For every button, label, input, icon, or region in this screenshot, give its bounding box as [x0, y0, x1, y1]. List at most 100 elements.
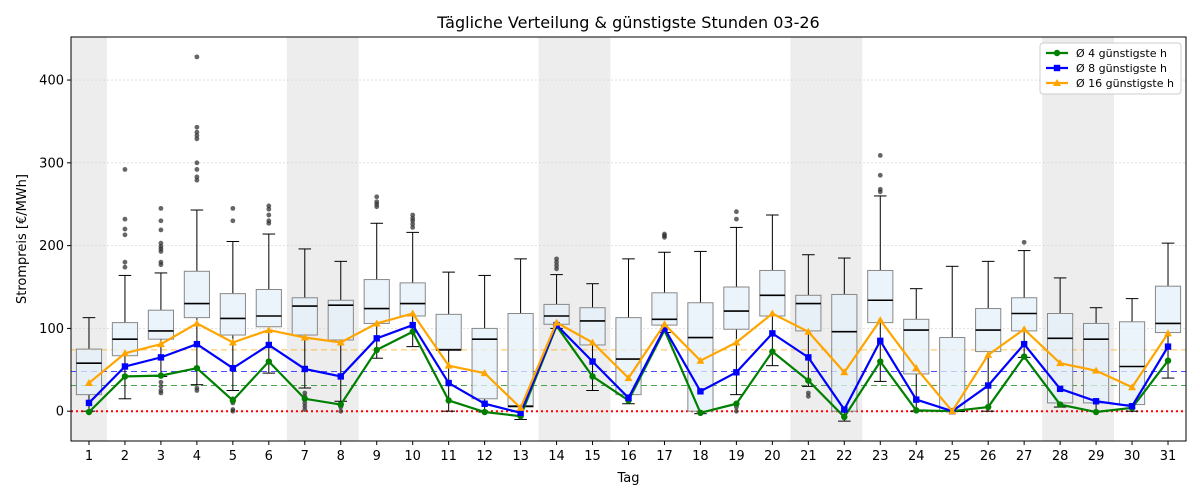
box-day-3: [147, 205, 175, 396]
series-point: [1128, 383, 1137, 391]
box: [75, 348, 103, 396]
outlier-point: [158, 249, 164, 254]
series-point: [1164, 329, 1173, 337]
series-point: [265, 341, 273, 349]
outlier-point: [1021, 239, 1027, 245]
series-point: [984, 382, 992, 389]
outlier-point: [194, 177, 200, 183]
outlier-point: [158, 205, 164, 211]
legend-swatch-marker: [1053, 49, 1061, 57]
x-tick-label: 21: [800, 449, 817, 464]
series-point: [841, 413, 848, 421]
outlier-point: [194, 388, 200, 393]
x-tick-label: 9: [373, 449, 381, 464]
legend-label: Ø 16 günstigste h: [1076, 77, 1174, 90]
legend-swatch-marker: [1053, 79, 1061, 86]
outlier-point: [410, 225, 416, 230]
series-lines: [84, 309, 1173, 421]
x-tick-label: 22: [836, 449, 853, 464]
series-point: [588, 338, 597, 346]
outlier-point: [194, 167, 200, 172]
outlier-point: [734, 209, 739, 215]
box: [867, 269, 894, 324]
series-point: [301, 395, 308, 402]
series-point: [193, 364, 201, 372]
series-point: [805, 377, 812, 384]
outlier-point: [194, 160, 200, 166]
x-tick-label: 2: [121, 449, 129, 464]
outlier-point: [194, 54, 200, 60]
series-point: [157, 354, 165, 361]
box: [291, 297, 318, 336]
y-tick-label: 300: [39, 156, 64, 171]
box: [471, 327, 498, 400]
series-point: [984, 350, 993, 358]
x-axis-title: Tag: [616, 471, 639, 486]
legend-item-2: Ø 16 günstigste h: [1046, 77, 1174, 90]
y-tick-label: 100: [39, 322, 64, 337]
box-day-4: [183, 54, 210, 393]
series-point: [733, 400, 740, 407]
outlier-point: [734, 408, 739, 414]
box-day-8: [327, 260, 354, 414]
box-day-31: [1154, 242, 1182, 379]
series-point: [229, 397, 237, 404]
series-point: [445, 397, 452, 404]
outlier-point: [122, 232, 128, 238]
outlier-point: [158, 390, 164, 396]
x-tick-label: 28: [1052, 449, 1069, 464]
x-tick-label: 12: [476, 449, 493, 464]
series-point: [336, 338, 345, 346]
outlier-point: [122, 216, 128, 222]
series-point: [264, 326, 273, 334]
outlier-point: [302, 390, 308, 396]
series-point: [480, 369, 489, 377]
x-tick-label: 23: [872, 449, 889, 464]
outlier-point: [194, 133, 200, 138]
series-point: [624, 374, 633, 382]
outlier-point: [877, 152, 883, 158]
series-point: [625, 394, 632, 402]
x-tick-label: 8: [337, 449, 345, 464]
box-day-14: [543, 256, 570, 329]
outlier-point: [554, 256, 559, 262]
series-point: [876, 316, 885, 324]
series-point: [120, 349, 129, 357]
series-point: [589, 373, 596, 380]
series-point: [805, 354, 812, 361]
outlier-point: [194, 124, 200, 130]
series-point: [877, 337, 884, 345]
series-point: [913, 396, 920, 403]
box: [219, 293, 246, 336]
series-point: [444, 361, 453, 369]
series-point: [1056, 385, 1064, 393]
outlier-point: [302, 403, 308, 409]
x-tick-label: 5: [229, 449, 237, 464]
outlier-point: [266, 220, 272, 226]
legend-swatch-marker: [1053, 64, 1061, 72]
series-point: [337, 401, 344, 408]
x-tick-label: 31: [1160, 449, 1177, 464]
outlier-point: [554, 263, 559, 268]
series-point: [661, 325, 668, 332]
x-tick-label: 11: [440, 449, 457, 464]
series-point: [804, 327, 813, 335]
series-point: [517, 409, 524, 417]
series-point: [265, 358, 273, 365]
series-point: [733, 369, 740, 376]
box: [1082, 322, 1110, 404]
box-day-26: [975, 260, 1002, 412]
box-day-29: [1082, 307, 1110, 412]
series-point: [516, 403, 525, 411]
x-tick-label: 29: [1088, 449, 1105, 464]
series-point: [912, 364, 921, 372]
series-point: [481, 408, 488, 416]
series-point: [697, 388, 704, 395]
series-point: [409, 321, 416, 329]
chart-title: Tägliche Verteilung & günstigste Stunden…: [436, 13, 819, 32]
x-tick-label: 26: [980, 449, 997, 464]
outlier-point: [230, 218, 236, 224]
x-tick-label: 6: [265, 449, 273, 464]
series-point: [445, 379, 452, 387]
box-day-21: [795, 254, 822, 399]
